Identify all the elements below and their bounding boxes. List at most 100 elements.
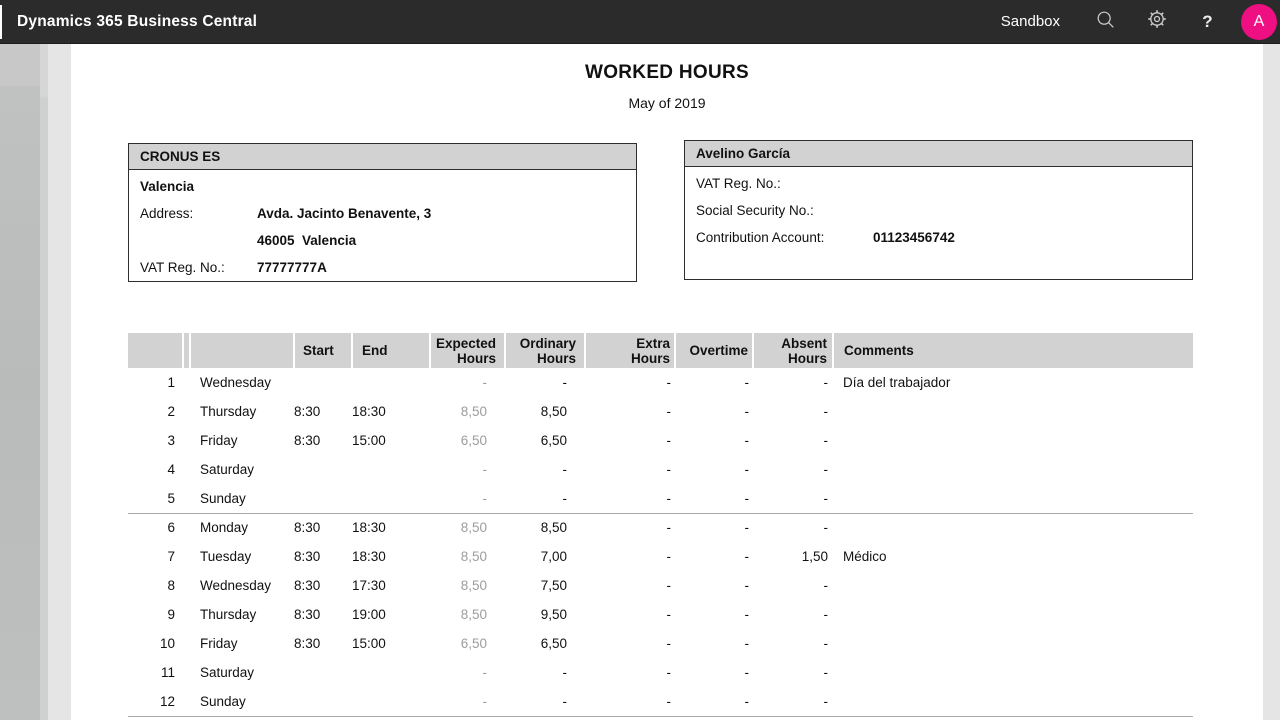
spacer-cell xyxy=(183,687,190,717)
comment xyxy=(833,484,1193,514)
search-icon xyxy=(1096,10,1115,34)
absent-hours: - xyxy=(823,636,829,651)
comment xyxy=(833,600,1193,629)
table-row: 11 Saturday - - - - - xyxy=(128,658,1193,687)
worked-hours-table: Start End Expected Hours Ordinary Hours Extr… xyxy=(128,333,1193,717)
overtime-hours: - xyxy=(744,578,750,593)
start-time: 8:30 xyxy=(294,433,321,448)
app-title[interactable]: Dynamics 365 Business Central xyxy=(17,12,258,30)
environment-badge[interactable]: Sandbox xyxy=(1000,13,1060,30)
overtime-hours: - xyxy=(744,636,750,651)
table-row: 12 Sunday - - - - - xyxy=(128,687,1193,717)
day-name: Tuesday xyxy=(200,549,252,564)
ordinary-hours: 6,50 xyxy=(540,636,567,651)
day-number: 9 xyxy=(167,607,175,622)
address-label: Address: xyxy=(140,206,194,221)
table-row: 4 Saturday - - - - - xyxy=(128,455,1193,484)
extra-hours: - xyxy=(666,665,672,680)
day-name: Friday xyxy=(200,636,238,651)
employee-contribution-row: Contribution Account: 01123456742 xyxy=(696,224,1181,251)
day-number: 4 xyxy=(167,462,175,477)
spacer-cell xyxy=(183,513,190,542)
ordinary-hours: 7,50 xyxy=(540,578,567,593)
background-band-dark xyxy=(0,44,40,720)
overtime-hours: - xyxy=(744,404,750,419)
contribution-value: 01123456742 xyxy=(873,230,955,245)
extra-hours: - xyxy=(666,375,672,390)
day-number: 12 xyxy=(128,687,183,717)
overtime-hours: - xyxy=(744,375,750,390)
overtime-hours: - xyxy=(744,520,750,536)
absent-hours: - xyxy=(823,462,829,477)
table-row: 2 Thursday 8:30 18:30 8,50 8,50 - - - xyxy=(128,397,1193,426)
extra-hours: - xyxy=(666,636,672,651)
spacer-cell xyxy=(183,397,190,426)
gear-icon xyxy=(1147,9,1167,34)
col-ordinary-hours: Ordinary Hours xyxy=(504,333,585,368)
day-name: Friday xyxy=(200,433,238,448)
ordinary-hours: 7,00 xyxy=(540,549,567,564)
absent-hours: - xyxy=(753,484,833,514)
ordinary-hours: 8,50 xyxy=(540,520,567,536)
company-name: CRONUS ES xyxy=(129,144,636,170)
table-row: 3 Friday 8:30 15:00 6,50 6,50 - - - xyxy=(128,426,1193,455)
ordinary-hours: - xyxy=(562,462,568,477)
avatar[interactable]: A xyxy=(1241,3,1277,40)
col-empty-2 xyxy=(182,333,190,368)
postcode-value: 46005 Valencia xyxy=(257,233,357,248)
absent-hours: - xyxy=(823,375,829,390)
ordinary-hours: 9,50 xyxy=(540,607,567,622)
search-button[interactable] xyxy=(1080,0,1131,44)
overtime-hours: - xyxy=(675,484,753,514)
day-number: 5 xyxy=(128,484,183,514)
company-address-row: Address: Avda. Jacinto Benavente, 3 xyxy=(140,200,625,227)
expected-hours: 8,50 xyxy=(460,607,487,622)
col-overtime: Overtime xyxy=(674,333,753,368)
start-time: 8:30 xyxy=(294,549,321,564)
day-number: 6 xyxy=(167,520,175,536)
day-name: Wednesday xyxy=(200,578,272,593)
help-button[interactable]: ? xyxy=(1182,0,1233,44)
end-time: 17:30 xyxy=(352,578,386,593)
day-number: 8 xyxy=(167,578,175,593)
ordinary-hours: 8,50 xyxy=(540,404,567,419)
expected-hours: - xyxy=(482,665,488,680)
overtime-hours: - xyxy=(744,462,750,477)
start-time xyxy=(294,368,352,397)
company-postcode-row: 46005 Valencia xyxy=(140,227,625,254)
extra-hours: - xyxy=(666,462,672,477)
end-time: 19:00 xyxy=(352,607,386,622)
end-time xyxy=(352,687,430,717)
spacer-cell xyxy=(183,658,190,687)
help-icon: ? xyxy=(1202,11,1213,31)
day-name: Saturday xyxy=(200,665,255,680)
absent-hours: 1,50 xyxy=(801,549,828,564)
window-edge-highlight xyxy=(0,5,2,39)
day-name: Thursday xyxy=(200,404,257,419)
settings-button[interactable] xyxy=(1131,0,1182,44)
app-bar-right: Sandbox xyxy=(1001,0,1280,44)
overtime-hours: - xyxy=(744,433,750,448)
app-bar: Dynamics 365 Business Central Sandbox xyxy=(0,0,1280,44)
col-extra-hours: Extra Hours xyxy=(584,333,675,368)
extra-hours: - xyxy=(585,484,675,514)
comment xyxy=(833,687,1193,717)
absent-hours: - xyxy=(823,607,829,622)
comment xyxy=(833,426,1193,455)
company-info-box: CRONUS ES Valencia Address: Avda. Jacint… xyxy=(128,143,637,282)
table-row: 6 Monday 8:30 18:30 8,50 8,50 - - - xyxy=(128,513,1193,542)
extra-hours: - xyxy=(666,520,672,536)
day-name: Monday xyxy=(200,520,249,536)
company-box-body: Valencia Address: Avda. Jacinto Benavent… xyxy=(129,170,636,281)
overtime-hours: - xyxy=(675,687,753,717)
comment xyxy=(833,455,1193,484)
end-time: 18:30 xyxy=(352,549,386,564)
ordinary-hours: - xyxy=(562,375,568,390)
start-time: 8:30 xyxy=(294,636,321,651)
extra-hours: - xyxy=(666,607,672,622)
day-number: 1 xyxy=(167,375,175,390)
extra-hours: - xyxy=(666,549,672,564)
end-time: 18:30 xyxy=(352,404,386,419)
comment xyxy=(833,571,1193,600)
report-preview-page: WORKED HOURS May of 2019 CRONUS ES Valen… xyxy=(71,44,1263,720)
